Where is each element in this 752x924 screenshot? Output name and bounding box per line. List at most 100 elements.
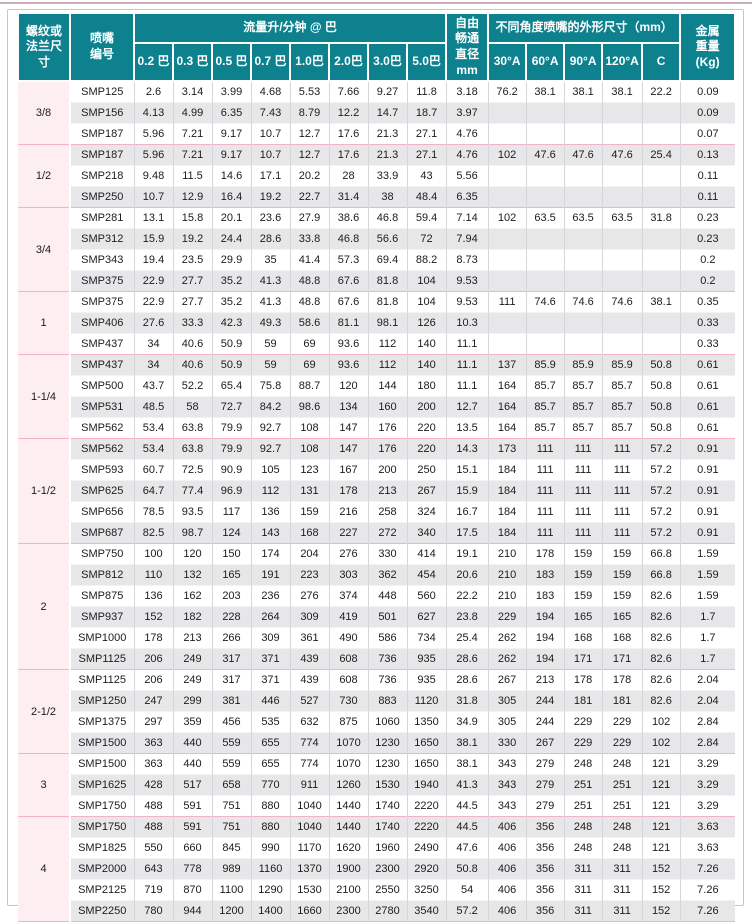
header-weight-label: 金属重量(Kg) xyxy=(695,23,720,69)
flow-cell: 67.6 xyxy=(329,291,369,313)
flow-cell: 2300 xyxy=(329,900,369,922)
table-row: SMP312 15.9 19.2 24.4 28.6 33.8 46.8 56.6 72 7.94… xyxy=(18,228,736,250)
flow-cell: 33.9 xyxy=(368,165,408,187)
flow-cell: 4.68 xyxy=(251,81,291,103)
weight-cell: 3.29 xyxy=(680,795,736,817)
flow-cell: 1160 xyxy=(251,858,291,880)
dim-cell: 229 xyxy=(564,732,603,754)
flow-cell: 220 xyxy=(407,417,447,439)
flow-cell: 200 xyxy=(368,459,408,481)
dim-cell: 343 xyxy=(488,774,527,796)
table-row: SMP1125 206 249 317 371 439 608 736 935 28.6 262 19… xyxy=(18,648,736,670)
flow-cell: 59 xyxy=(251,354,291,376)
free-passage-cell: 4.76 xyxy=(446,123,489,145)
table-row: SMP562 53.4 63.8 79.9 92.7 108 147 176 220 13.5 16… xyxy=(18,417,736,439)
dim-cell: 121 xyxy=(642,753,681,775)
flow-cell: 550 xyxy=(134,837,174,859)
header-row-2: 0.2 巴 0.3 巴 0.5 巴 0.7 巴 1.0巴 2.0巴 3.0巴 5… xyxy=(18,42,735,82)
dim-cell: 251 xyxy=(602,774,643,796)
model-cell: SMP625 xyxy=(70,480,135,502)
dim-cell: 178 xyxy=(564,669,603,691)
flow-cell: 19.2 xyxy=(173,228,213,250)
flow-cell: 250 xyxy=(407,459,447,481)
flow-cell: 660 xyxy=(173,837,213,859)
flow-cell: 40.6 xyxy=(173,333,213,355)
nozzle-spec-table: 螺纹或法兰尺寸 喷嘴编号 流量升/分钟 @ 巴 自由畅通直径mm 不同角度喷嘴的… xyxy=(17,12,737,922)
flow-cell: 27.1 xyxy=(407,144,447,166)
dim-cell: 66.8 xyxy=(642,543,681,565)
free-passage-cell: 28.6 xyxy=(446,648,489,670)
model-cell: SMP1375 xyxy=(70,711,135,733)
flow-cell: 751 xyxy=(212,816,252,838)
model-cell: SMP406 xyxy=(70,312,135,334)
flow-cell: 414 xyxy=(407,543,447,565)
flow-cell: 490 xyxy=(329,627,369,649)
flow-cell: 72 xyxy=(407,228,447,250)
weight-cell: 3.29 xyxy=(680,774,736,796)
flow-cell: 880 xyxy=(251,816,291,838)
dim-cell xyxy=(526,249,565,271)
spec-table-frame: 螺纹或法兰尺寸 喷嘴编号 流量升/分钟 @ 巴 自由畅通直径mm 不同角度喷嘴的… xyxy=(7,9,744,922)
flow-cell: 297 xyxy=(134,711,174,733)
dim-cell: 213 xyxy=(526,669,565,691)
table-row: SMP2000 643 778 989 1160 1370 1900 2300 2920 50.8… xyxy=(18,858,736,880)
header-pressure-1: 0.3 巴 xyxy=(172,42,213,82)
flow-cell: 1260 xyxy=(329,774,369,796)
dim-cell: 406 xyxy=(488,858,527,880)
flow-cell: 2.6 xyxy=(134,81,174,103)
dim-cell: 194 xyxy=(526,648,565,670)
dim-cell: 111 xyxy=(602,501,643,523)
free-passage-cell: 9.53 xyxy=(446,270,489,292)
table-row: SMP1375 297 359 456 535 632 875 1060 1350 34.9 305… xyxy=(18,711,736,733)
size-cell: 3/8 xyxy=(18,81,71,145)
dim-cell xyxy=(564,228,603,250)
dim-cell: 102 xyxy=(488,207,527,229)
flow-cell: 488 xyxy=(134,816,174,838)
flow-cell: 2780 xyxy=(368,900,408,922)
header-angle-3: 120°A xyxy=(601,42,644,82)
flow-cell: 120 xyxy=(329,375,369,397)
dim-cell: 38.1 xyxy=(642,291,681,313)
flow-cell: 24.4 xyxy=(212,228,252,250)
dim-cell: 111 xyxy=(488,291,527,313)
dim-cell xyxy=(564,186,603,208)
table-row: SMP2125 719 870 1100 1290 1530 2100 2550 3250 54 4… xyxy=(18,879,736,901)
dim-cell xyxy=(602,312,643,334)
flow-cell: 989 xyxy=(212,858,252,880)
weight-cell: 0.13 xyxy=(680,144,736,166)
flow-cell: 778 xyxy=(173,858,213,880)
flow-cell: 730 xyxy=(329,690,369,712)
model-cell: SMP2000 xyxy=(70,858,135,880)
flow-cell: 60.7 xyxy=(134,459,174,481)
top-rule xyxy=(0,2,752,4)
flow-cell: 1440 xyxy=(329,816,369,838)
flow-cell: 48.8 xyxy=(290,270,330,292)
flow-cell: 50.9 xyxy=(212,333,252,355)
dim-cell xyxy=(602,102,643,124)
dim-cell xyxy=(642,312,681,334)
flow-cell: 167 xyxy=(329,459,369,481)
free-passage-cell: 13.5 xyxy=(446,417,489,439)
model-cell: SMP2250 xyxy=(70,900,135,922)
flow-cell: 134 xyxy=(329,396,369,418)
weight-cell: 0.07 xyxy=(680,123,736,145)
header-weight: 金属重量(Kg) xyxy=(679,12,737,82)
model-cell: SMP125 xyxy=(70,81,135,103)
header-angle-2: 90°A xyxy=(563,42,604,82)
flow-cell: 98.7 xyxy=(173,522,213,544)
table-row: SMP593 60.7 72.5 90.9 105 123 167 200 250 15.1 184… xyxy=(18,459,736,481)
flow-cell: 88.2 xyxy=(407,249,447,271)
flow-cell: 12.7 xyxy=(290,144,330,166)
dim-cell: 229 xyxy=(488,606,527,628)
header-pressure-5: 2.0巴 xyxy=(328,42,369,82)
table-body: 3/8 SMP125 2.6 3.14 3.99 4.68 5.53 7.66 9.27 11.8… xyxy=(18,81,736,922)
flow-cell: 249 xyxy=(173,669,213,691)
dim-cell: 111 xyxy=(602,480,643,502)
flow-cell: 264 xyxy=(251,606,291,628)
flow-cell: 883 xyxy=(368,690,408,712)
flow-cell: 93.6 xyxy=(329,354,369,376)
model-cell: SMP437 xyxy=(70,333,135,355)
model-cell: SMP375 xyxy=(70,291,135,313)
table-row: SMP250 10.7 12.9 16.4 19.2 22.7 31.4 38 48.4 6.35… xyxy=(18,186,736,208)
dim-cell xyxy=(526,102,565,124)
